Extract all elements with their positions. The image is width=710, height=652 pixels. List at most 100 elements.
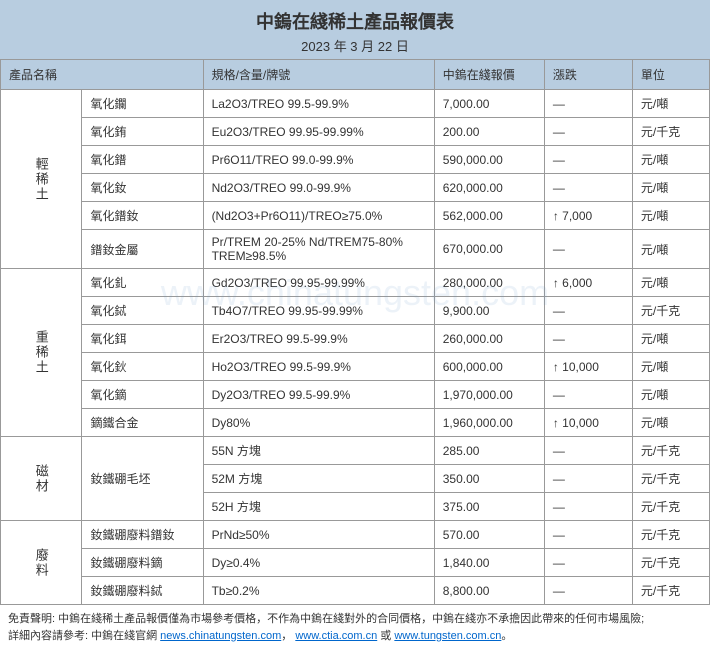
col-change: 漲跌 — [544, 60, 632, 90]
disclaimer-text1: 免責聲明: 中鎢在綫稀土產品報價僅為市場參考價格，不作為中鎢在綫對外的合同價格，… — [8, 613, 644, 625]
cell-spec: Pr6O11/TREO 99.0-99.9% — [203, 146, 434, 174]
cell-unit: 元/噸 — [632, 174, 709, 202]
cell-spec: Dy80% — [203, 409, 434, 437]
cell-change: ↑ 6,000 — [544, 269, 632, 297]
table-row: 氧化鏑Dy2O3/TREO 99.5-99.9%1,970,000.00—元/噸 — [1, 381, 710, 409]
cell-unit: 元/千克 — [632, 577, 709, 605]
group-label: 重稀土 — [1, 269, 82, 437]
col-price: 中鎢在綫報價 — [434, 60, 544, 90]
cell-change: — — [544, 90, 632, 118]
footer-link-1[interactable]: news.chinatungsten.com — [160, 630, 281, 642]
footer-link-2[interactable]: www.ctia.com.cn — [295, 630, 377, 642]
product-name: 氧化鏑 — [82, 381, 203, 409]
cell-change: — — [544, 174, 632, 202]
cell-change: ↑ 7,000 — [544, 202, 632, 230]
cell-unit: 元/千克 — [632, 493, 709, 521]
cell-price: 1,960,000.00 — [434, 409, 544, 437]
header-row: 產品名稱 規格/含量/牌號 中鎢在綫報價 漲跌 單位 — [1, 60, 710, 90]
cell-unit: 元/千克 — [632, 465, 709, 493]
footer-link-3[interactable]: www.tungsten.com.cn — [394, 630, 501, 642]
table-row: 廢料釹鐵硼廢料鐠釹PrNd≥50%570.00—元/千克 — [1, 521, 710, 549]
table-row: 氧化鈥Ho2O3/TREO 99.5-99.9%600,000.00↑ 10,0… — [1, 353, 710, 381]
cell-change: — — [544, 325, 632, 353]
sep1: ， — [281, 630, 292, 642]
product-name: 氧化鑭 — [82, 90, 203, 118]
cell-spec: Ho2O3/TREO 99.5-99.9% — [203, 353, 434, 381]
cell-unit: 元/千克 — [632, 521, 709, 549]
cell-change: — — [544, 521, 632, 549]
product-name: 氧化釓 — [82, 269, 203, 297]
col-spec: 規格/含量/牌號 — [203, 60, 434, 90]
cell-price: 570.00 — [434, 521, 544, 549]
price-table: 產品名稱 規格/含量/牌號 中鎢在綫報價 漲跌 單位 輕稀土氧化鑭La2O3/T… — [0, 59, 710, 605]
cell-unit: 元/千克 — [632, 437, 709, 465]
product-name: 氧化鉺 — [82, 325, 203, 353]
product-name: 釹鐵硼廢料鋱 — [82, 577, 203, 605]
cell-price: 8,800.00 — [434, 577, 544, 605]
end: 。 — [501, 630, 512, 642]
cell-change: — — [544, 549, 632, 577]
cell-price: 200.00 — [434, 118, 544, 146]
cell-change: — — [544, 230, 632, 269]
cell-price: 562,000.00 — [434, 202, 544, 230]
cell-change: — — [544, 465, 632, 493]
cell-change: — — [544, 437, 632, 465]
cell-unit: 元/噸 — [632, 202, 709, 230]
cell-price: 1,840.00 — [434, 549, 544, 577]
cell-change: — — [544, 297, 632, 325]
cell-spec: Tb≥0.2% — [203, 577, 434, 605]
cell-price: 600,000.00 — [434, 353, 544, 381]
product-name: 氧化鈥 — [82, 353, 203, 381]
cell-unit: 元/千克 — [632, 297, 709, 325]
table-row: 氧化鉺Er2O3/TREO 99.5-99.9%260,000.00—元/噸 — [1, 325, 710, 353]
cell-unit: 元/噸 — [632, 381, 709, 409]
cell-unit: 元/噸 — [632, 325, 709, 353]
cell-spec: Dy≥0.4% — [203, 549, 434, 577]
cell-unit: 元/噸 — [632, 90, 709, 118]
table-row: 輕稀土氧化鑭La2O3/TREO 99.5-99.9%7,000.00—元/噸 — [1, 90, 710, 118]
table-row: 磁材釹鐵硼毛坯55N 方塊285.00—元/千克 — [1, 437, 710, 465]
report-date: 2023 年 3 月 22 日 — [0, 36, 710, 55]
cell-spec: (Nd2O3+Pr6O11)/TREO≥75.0% — [203, 202, 434, 230]
group-label: 輕稀土 — [1, 90, 82, 269]
table-header: 中鎢在綫稀土產品報價表 2023 年 3 月 22 日 — [0, 0, 710, 59]
cell-price: 350.00 — [434, 465, 544, 493]
disclaimer-text2: 詳細內容請參考: 中鎢在綫官網 — [8, 630, 160, 642]
product-name: 釹鐵硼廢料鐠釹 — [82, 521, 203, 549]
cell-unit: 元/噸 — [632, 353, 709, 381]
cell-spec: 55N 方塊 — [203, 437, 434, 465]
table-row: 釹鐵硼廢料鋱Tb≥0.2%8,800.00—元/千克 — [1, 577, 710, 605]
cell-unit: 元/噸 — [632, 230, 709, 269]
cell-spec: Gd2O3/TREO 99.95-99.99% — [203, 269, 434, 297]
cell-price: 260,000.00 — [434, 325, 544, 353]
table-row: 氧化鐠Pr6O11/TREO 99.0-99.9%590,000.00—元/噸 — [1, 146, 710, 174]
cell-price: 7,000.00 — [434, 90, 544, 118]
table-row: 重稀土氧化釓Gd2O3/TREO 99.95-99.99%280,000.00↑… — [1, 269, 710, 297]
cell-spec: PrNd≥50% — [203, 521, 434, 549]
cell-unit: 元/噸 — [632, 409, 709, 437]
product-name: 釹鐵硼毛坯 — [82, 437, 203, 521]
disclaimer: 免責聲明: 中鎢在綫稀土產品報價僅為市場參考價格，不作為中鎢在綫對外的合同價格，… — [0, 605, 710, 652]
group-label: 廢料 — [1, 521, 82, 605]
product-name: 氧化銪 — [82, 118, 203, 146]
product-name: 氧化鋱 — [82, 297, 203, 325]
cell-price: 285.00 — [434, 437, 544, 465]
table-row: 鏑鐵合金Dy80%1,960,000.00↑ 10,000元/噸 — [1, 409, 710, 437]
product-name: 氧化釹 — [82, 174, 203, 202]
cell-price: 620,000.00 — [434, 174, 544, 202]
cell-spec: Tb4O7/TREO 99.95-99.99% — [203, 297, 434, 325]
cell-change: — — [544, 118, 632, 146]
cell-change: — — [544, 577, 632, 605]
cell-change: — — [544, 146, 632, 174]
cell-spec: Nd2O3/TREO 99.0-99.9% — [203, 174, 434, 202]
cell-unit: 元/噸 — [632, 269, 709, 297]
product-name: 氧化鐠釹 — [82, 202, 203, 230]
cell-unit: 元/千克 — [632, 118, 709, 146]
cell-price: 590,000.00 — [434, 146, 544, 174]
group-label: 磁材 — [1, 437, 82, 521]
product-name: 氧化鐠 — [82, 146, 203, 174]
cell-price: 670,000.00 — [434, 230, 544, 269]
cell-change: ↑ 10,000 — [544, 409, 632, 437]
cell-spec: 52H 方塊 — [203, 493, 434, 521]
table-row: 氧化銪Eu2O3/TREO 99.95-99.99%200.00—元/千克 — [1, 118, 710, 146]
